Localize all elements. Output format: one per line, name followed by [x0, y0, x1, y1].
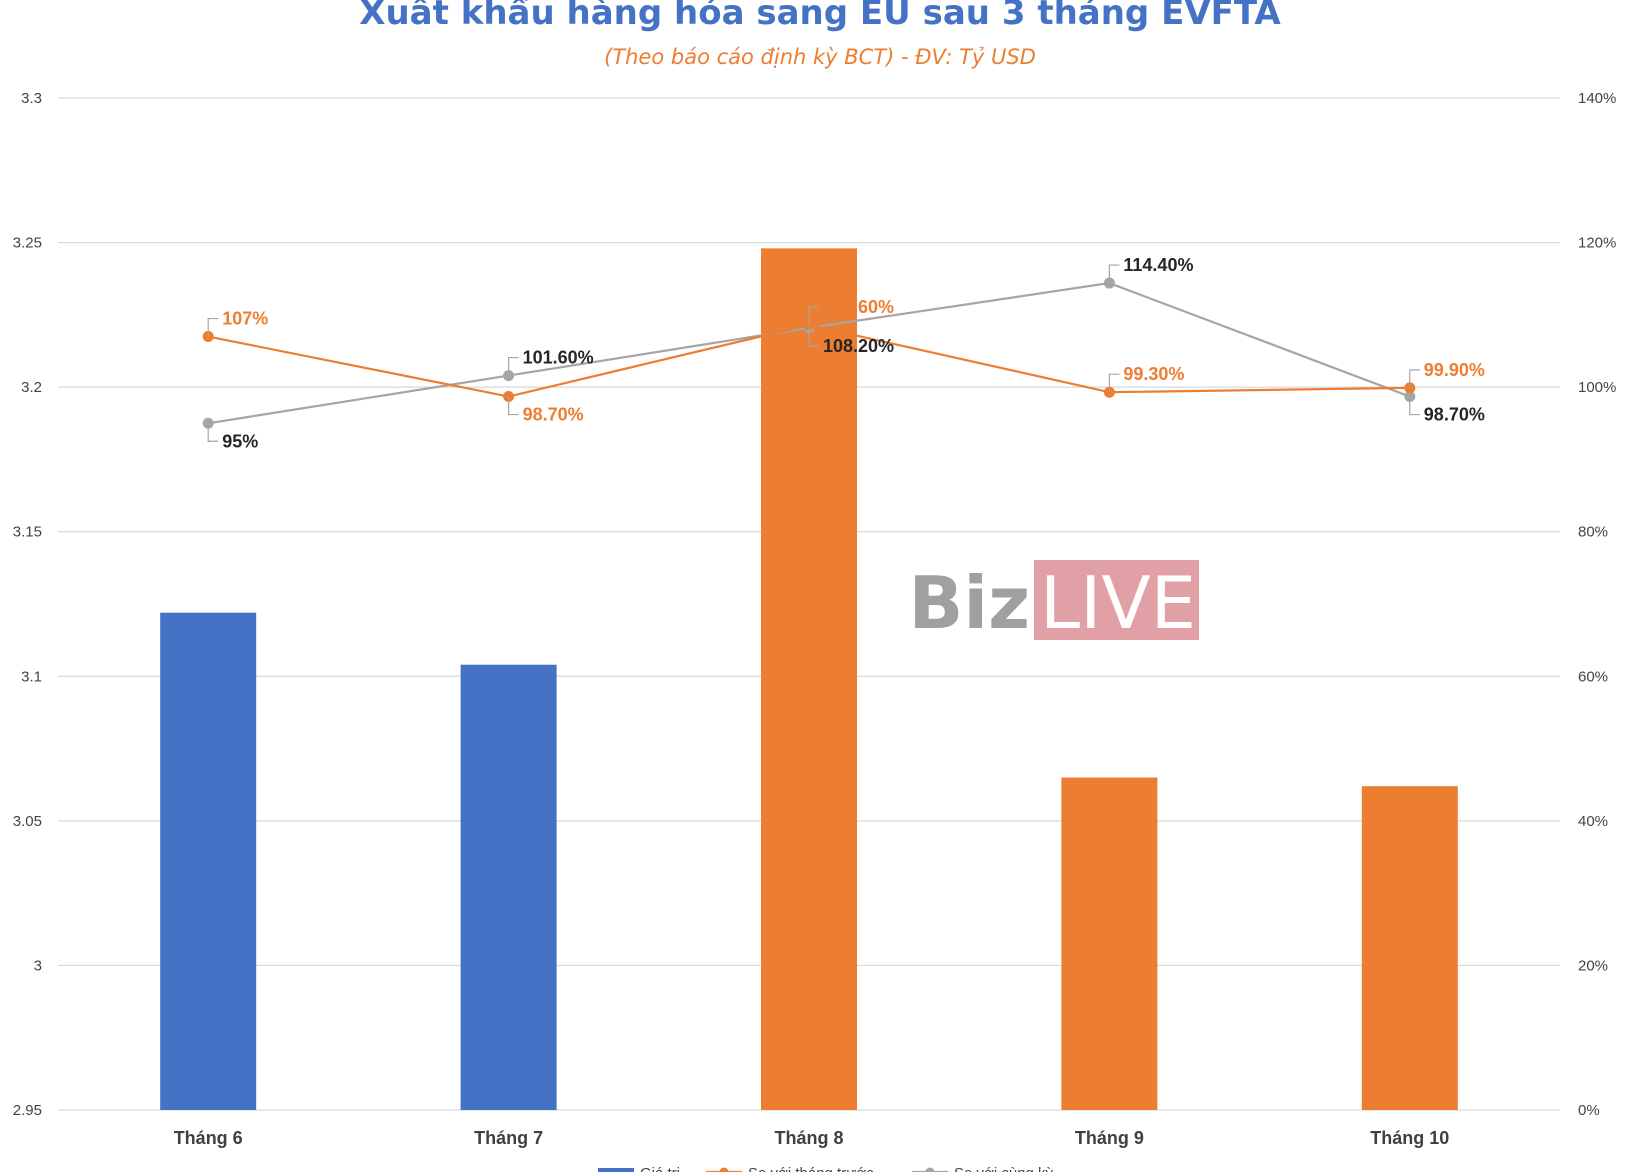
- leader-line: [808, 306, 819, 325]
- watermark-live-text: LIVE: [1040, 561, 1196, 645]
- legend-swatch-point: [925, 1167, 935, 1172]
- bar: [160, 612, 257, 1110]
- bar: [761, 248, 857, 1111]
- legend: Giá trị So với tháng trước So với cùng kỳ: [598, 1165, 1054, 1172]
- data-label: 99.90%: [1424, 360, 1485, 380]
- legend-label: So với tháng trước: [748, 1165, 874, 1172]
- leader-line: [508, 396, 519, 416]
- data-label: 114.40%: [1123, 255, 1193, 275]
- category-label: Tháng 9: [1075, 1128, 1144, 1148]
- data-label: 108.20%: [823, 336, 894, 356]
- left-tick-label: 3.2: [21, 379, 42, 396]
- chart-title: Xuất khẩu hàng hóa sang EU sau 3 tháng E…: [359, 0, 1281, 33]
- right-tick-label: 40%: [1578, 813, 1608, 830]
- bizlive-watermark: Biz LIVE: [909, 560, 1199, 645]
- bar: [1061, 777, 1158, 1110]
- data-label: 98.70%: [523, 405, 584, 425]
- bar-series: [160, 248, 1458, 1111]
- data-label: 107%: [222, 309, 268, 329]
- left-tick-label: 3.05: [13, 813, 42, 830]
- category-label: Tháng 10: [1370, 1128, 1449, 1148]
- watermark-pink-box: [1034, 560, 1199, 640]
- left-axis: 2.95 3 3.05 3.1 3.15 3.2 3.25 3.3: [13, 90, 42, 1119]
- leader-line: [1108, 264, 1120, 284]
- left-tick-label: 3.15: [13, 524, 42, 541]
- left-tick-label: 2.95: [13, 1102, 42, 1119]
- right-tick-label: 60%: [1578, 668, 1608, 685]
- right-axis: 0% 20% 40% 60% 80% 100% 120% 140%: [1578, 90, 1616, 1119]
- category-label: Tháng 7: [474, 1128, 543, 1148]
- bar: [460, 664, 557, 1110]
- data-labels: 107% 98.70% 108.60% 99.30% 99.90% 95% 101.60% 1…: [207, 255, 1485, 451]
- left-tick-label: 3.25: [13, 235, 42, 252]
- legend-label: So với cùng kỳ: [954, 1165, 1054, 1172]
- right-tick-label: 0%: [1578, 1102, 1600, 1119]
- right-tick-label: 100%: [1578, 379, 1616, 396]
- leader-line: [1409, 396, 1420, 416]
- right-tick-label: 120%: [1578, 235, 1616, 252]
- left-tick-label: 3.3: [21, 90, 42, 107]
- left-tick-label: 3: [34, 957, 42, 974]
- data-label: 95%: [222, 431, 258, 451]
- leader-line: [207, 423, 219, 442]
- left-tick-label: 3.1: [21, 668, 42, 685]
- leader-line: [808, 327, 819, 347]
- right-tick-label: 20%: [1578, 957, 1608, 974]
- category-axis: Tháng 6 Tháng 7 Tháng 8 Tháng 9 Tháng 10: [174, 1128, 1450, 1148]
- data-label: 108.60%: [823, 297, 894, 317]
- category-label: Tháng 8: [774, 1128, 843, 1148]
- legend-swatch-bar: [598, 1168, 634, 1172]
- data-label: 98.70%: [1424, 405, 1485, 425]
- leader-line: [1409, 369, 1420, 388]
- category-label: Tháng 6: [174, 1128, 243, 1148]
- bar: [1361, 786, 1458, 1110]
- data-label: 101.60%: [523, 348, 594, 368]
- right-tick-label: 80%: [1578, 524, 1608, 541]
- chart-subtitle: (Theo báo cáo định kỳ BCT) - ĐV: Tỷ USD: [604, 45, 1036, 69]
- leader-line: [508, 356, 519, 376]
- watermark-biz-text: Biz: [909, 561, 1030, 645]
- legend-label: Giá trị: [640, 1165, 680, 1172]
- right-tick-label: 140%: [1578, 90, 1616, 107]
- leader-line: [1108, 373, 1120, 393]
- data-label: 99.30%: [1123, 364, 1184, 384]
- leader-line: [207, 317, 219, 337]
- legend-swatch-point: [719, 1167, 729, 1172]
